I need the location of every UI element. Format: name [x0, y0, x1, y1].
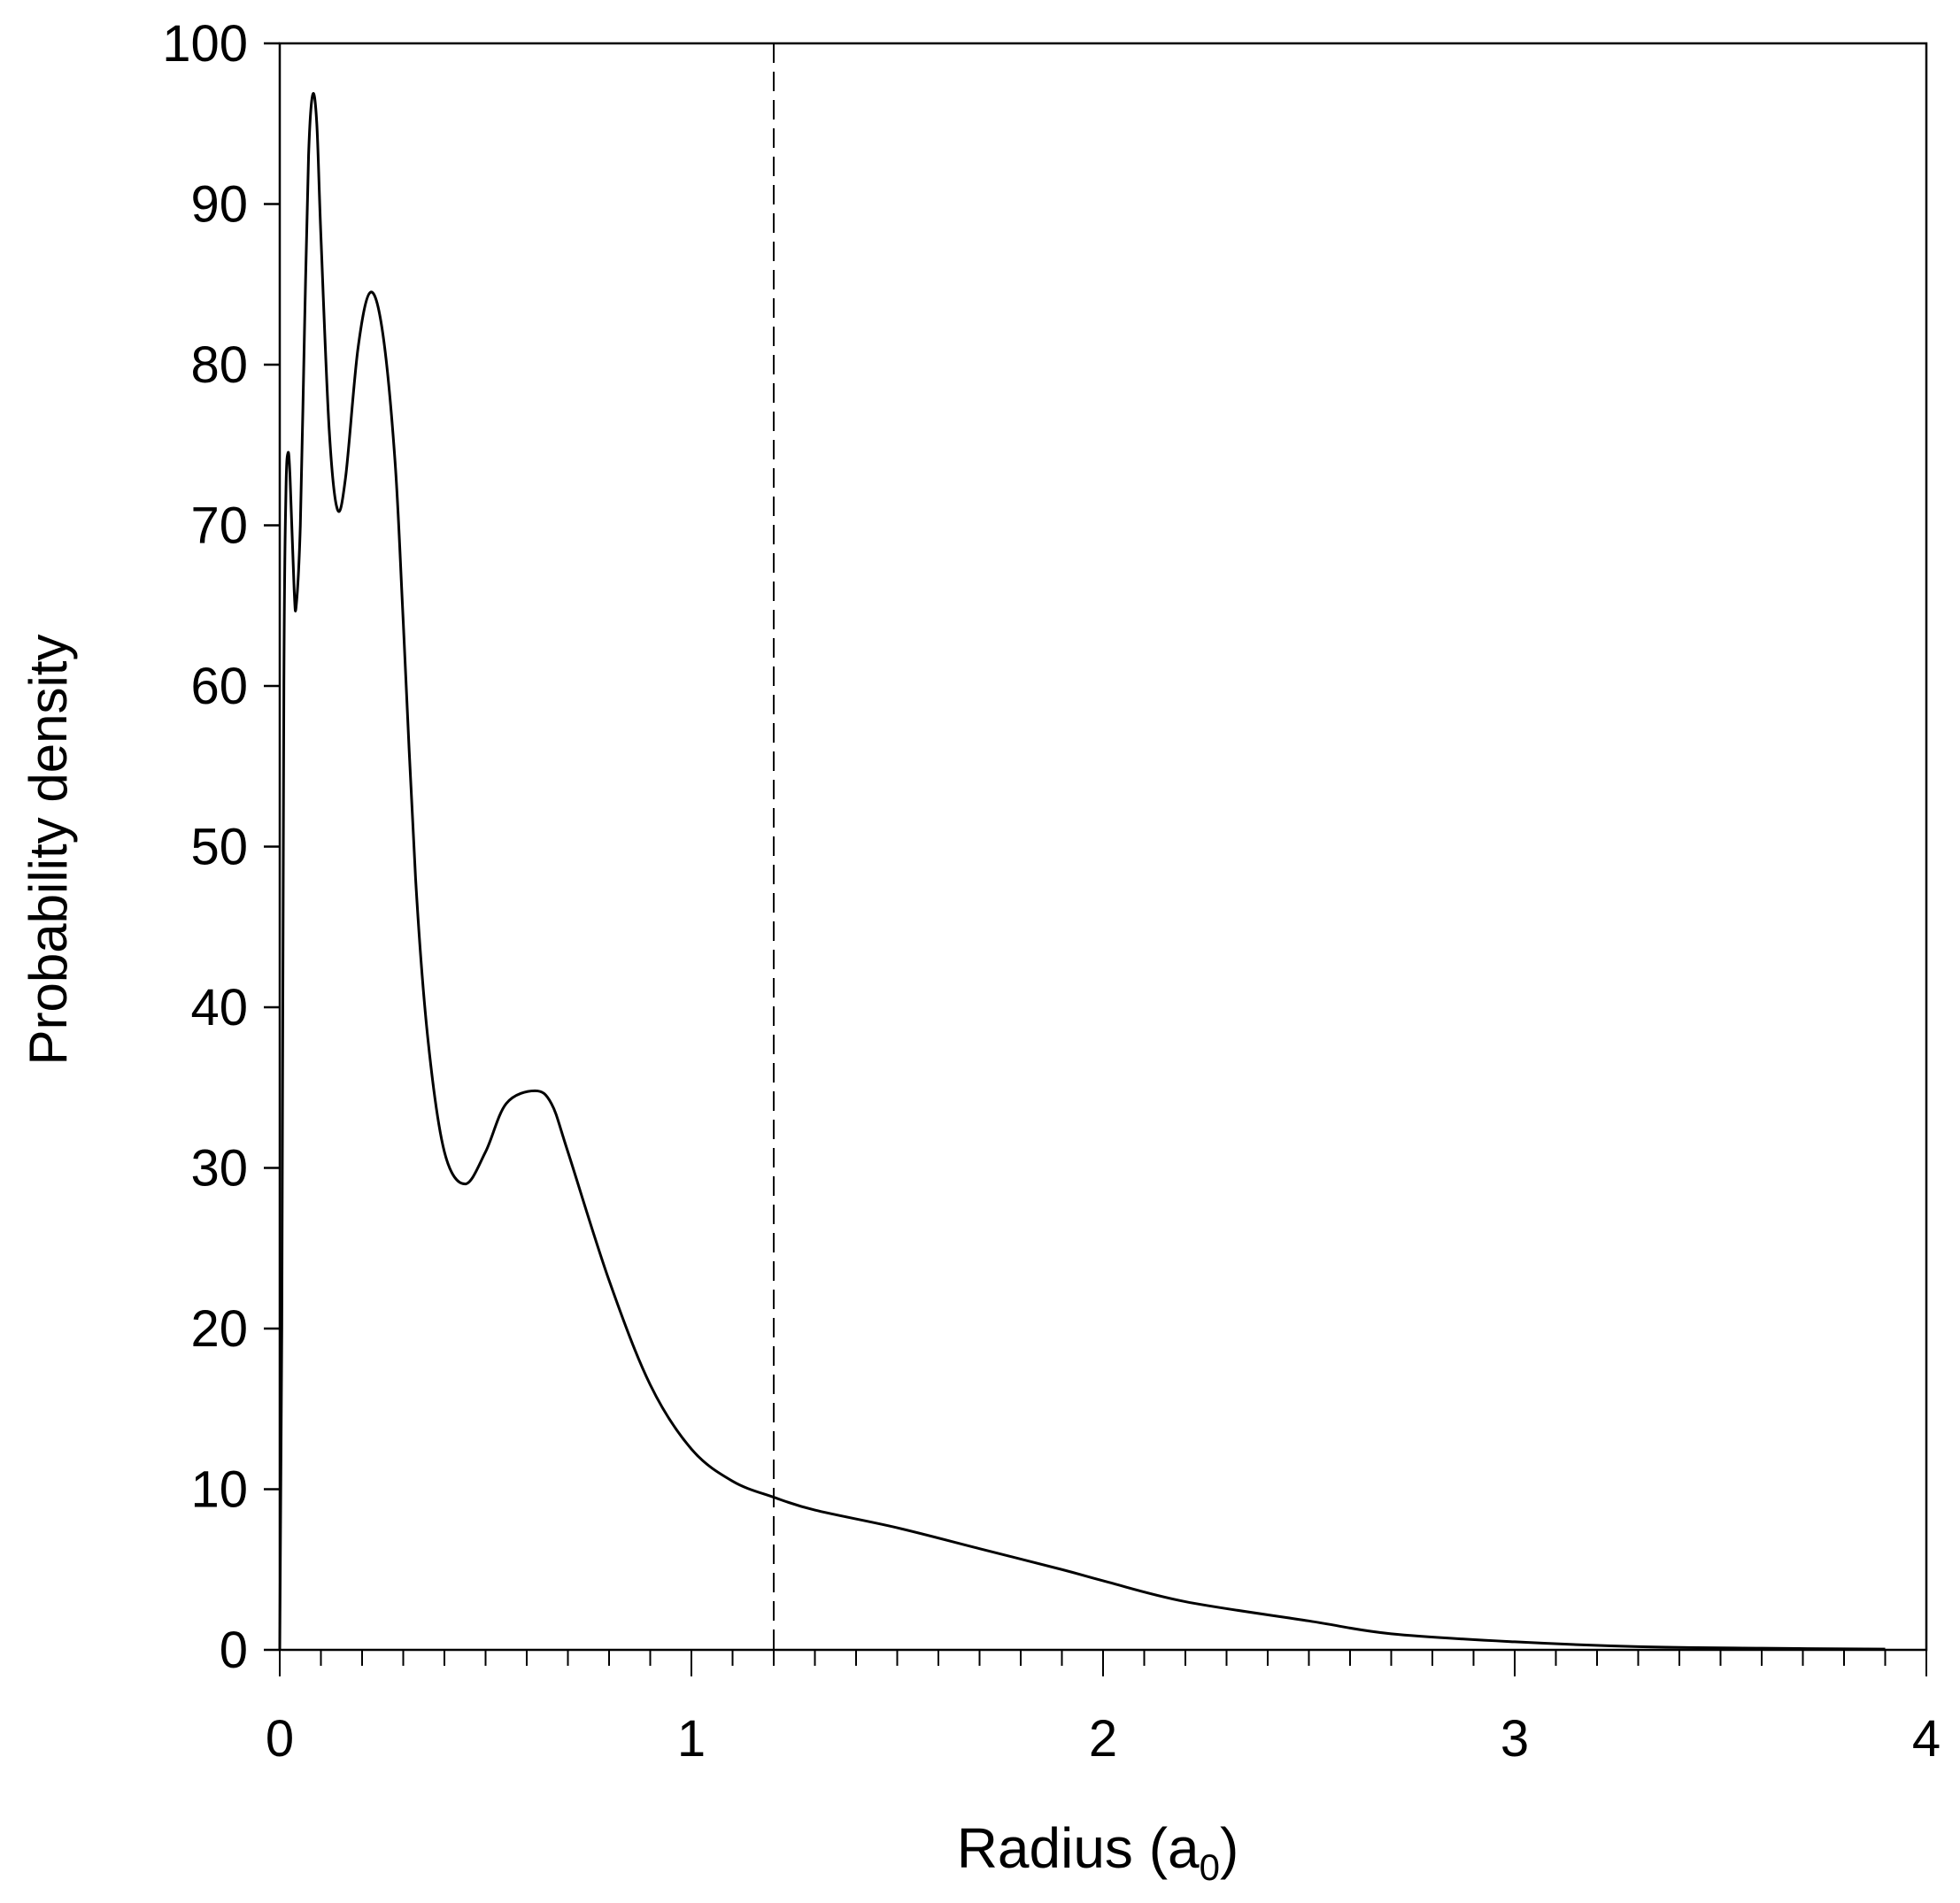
x-tick-label: 2	[1089, 1710, 1117, 1768]
y-tick-label: 100	[162, 15, 248, 73]
y-tick-label: 60	[190, 658, 248, 715]
y-tick-label: 0	[220, 1622, 248, 1679]
x-tick-label: 0	[266, 1710, 294, 1768]
y-tick-label: 10	[190, 1461, 248, 1519]
plot-frame	[278, 42, 1928, 1652]
ticks: 0 10 20 30 40 50 60 70 80 90 100 0 1 2 3 4	[162, 15, 1941, 1768]
x-tick-label: 1	[677, 1710, 706, 1768]
x-tick-label: 3	[1501, 1710, 1529, 1768]
series-line	[278, 92, 1886, 1651]
y-tick-label: 30	[190, 1140, 248, 1198]
y-tick-label: 20	[190, 1300, 248, 1358]
y-axis-label: Probability density	[19, 635, 78, 1066]
y-tick-label: 90	[190, 176, 248, 234]
axes	[278, 42, 1928, 1652]
y-tick-label: 40	[190, 979, 248, 1036]
x-tick-label: 4	[1912, 1710, 1941, 1768]
x-axis-label: Radius (a0)	[957, 1816, 1239, 1888]
y-tick-label: 50	[190, 819, 248, 876]
y-tick-label: 70	[190, 497, 248, 555]
y-tick-label: 80	[190, 336, 248, 394]
